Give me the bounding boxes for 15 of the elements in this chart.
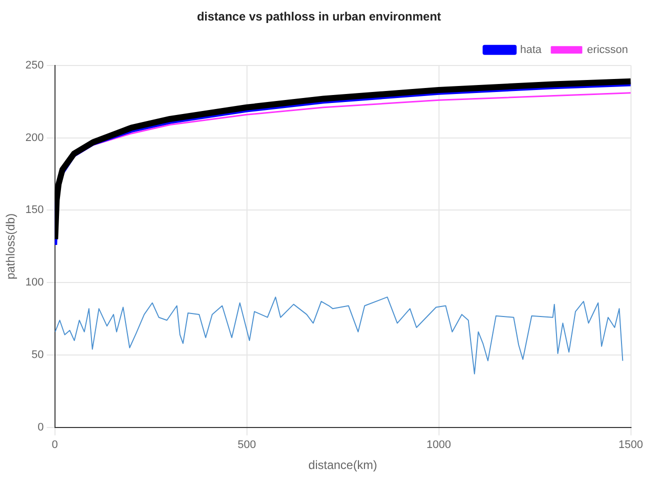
y-tick-label: 150 xyxy=(25,204,44,216)
y-tick-label: 50 xyxy=(32,349,44,362)
x-tick-label: 500 xyxy=(238,439,256,452)
legend-label: ericsson xyxy=(587,44,628,56)
chart-title: distance vs pathloss in urban environment xyxy=(196,10,442,24)
x-tick-label: 1500 xyxy=(618,439,644,452)
x-axis-title: distance(km) xyxy=(308,458,378,472)
y-tick-label: 100 xyxy=(25,276,44,289)
y-tick-label: 0 xyxy=(38,421,44,434)
y-tick-label: 200 xyxy=(25,132,44,144)
x-tick-label: 0 xyxy=(52,439,58,452)
y-tick-label: 250 xyxy=(25,59,44,72)
legend-label: hata xyxy=(520,44,542,56)
y-axis-title: pathloss(db) xyxy=(4,213,18,280)
x-tick-label: 1000 xyxy=(426,439,452,452)
